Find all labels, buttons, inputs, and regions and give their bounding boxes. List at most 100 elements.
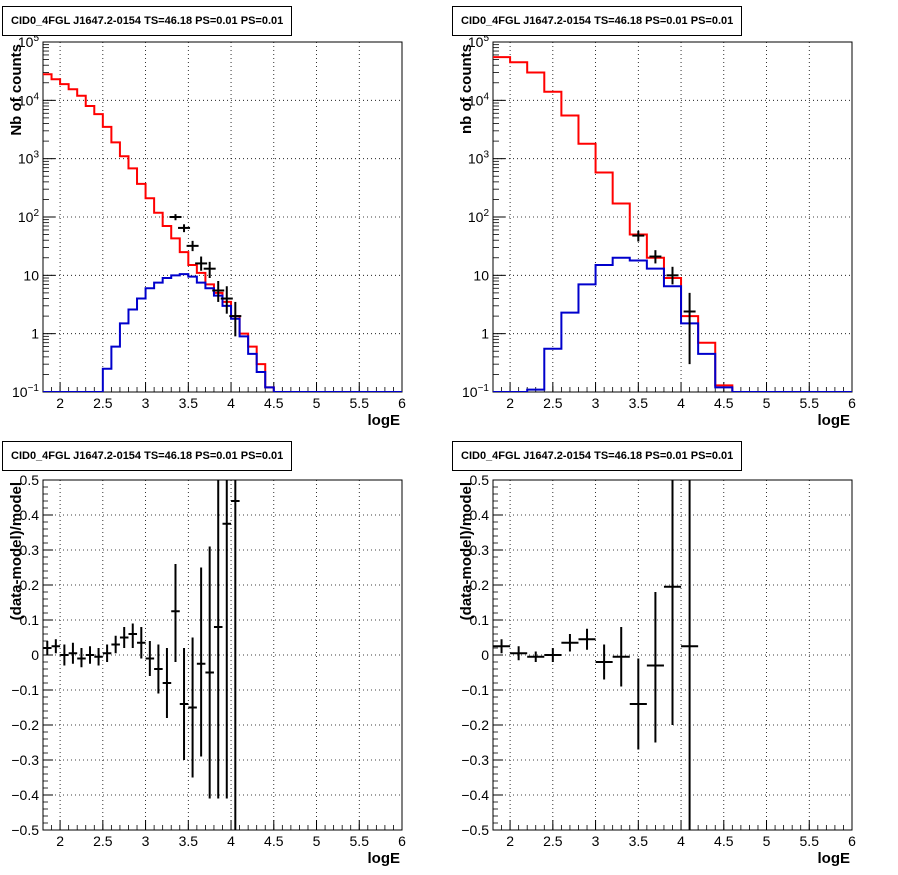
data-point bbox=[111, 635, 120, 654]
x-tick-label: 4.5 bbox=[714, 833, 734, 849]
data-point bbox=[162, 648, 172, 718]
y-tick-label: 10−1 bbox=[12, 383, 39, 400]
series-step-line-1 bbox=[493, 256, 852, 392]
y-tick-label: −0.3 bbox=[11, 752, 39, 768]
y-tick-label: 0.3 bbox=[20, 542, 40, 558]
data-point bbox=[510, 646, 528, 661]
y-tick-label: 10 bbox=[23, 267, 39, 283]
plot-panel-1: 2 2.5 3 3.5 4 4.5 5 5.5 6 10−1 1 10 102 103 104 105 logE… bbox=[8, 33, 406, 429]
x-tick-label: 3.5 bbox=[179, 833, 199, 849]
data-point bbox=[77, 648, 86, 668]
data-point bbox=[649, 250, 662, 264]
x-tick-label: 3 bbox=[142, 395, 150, 411]
y-tick-label: −0.2 bbox=[461, 717, 489, 733]
x-axis-label: logE bbox=[368, 850, 401, 867]
x-tick-label: 4 bbox=[677, 833, 685, 849]
y-tick-label: 103 bbox=[18, 150, 40, 167]
y-axis-label: (data-model)/model bbox=[8, 482, 25, 620]
x-tick-label: 2 bbox=[56, 395, 64, 411]
y-axis-label: Nb of counts bbox=[8, 44, 25, 136]
data-point bbox=[68, 642, 78, 664]
panel-title-bottom-left: CID0_4FGL J1647.2-0154 TS=46.18 PS=0.01 … bbox=[2, 441, 293, 471]
data-point bbox=[229, 301, 242, 337]
y-tick-label: 102 bbox=[468, 208, 490, 225]
x-tick-label: 5 bbox=[313, 395, 321, 411]
x-tick-label: 2.5 bbox=[93, 395, 113, 411]
x-tick-label: 5 bbox=[313, 833, 321, 849]
panel-title-bottom-right: CID0_4FGL J1647.2-0154 TS=46.18 PS=0.01 … bbox=[452, 441, 743, 471]
data-point bbox=[60, 644, 69, 666]
panel-title-top-left: CID0_4FGL J1647.2-0154 TS=46.18 PS=0.01 … bbox=[2, 6, 293, 36]
data-point bbox=[43, 641, 52, 655]
y-tick-label: −0.3 bbox=[461, 752, 489, 768]
y-tick-label: 0.2 bbox=[470, 577, 490, 593]
x-tick-label: 4.5 bbox=[264, 833, 284, 849]
x-tick-label: 2.5 bbox=[543, 833, 563, 849]
data-point bbox=[213, 480, 223, 799]
data-point bbox=[663, 480, 682, 725]
plot-panel-4: 2 2.5 3 3.5 4 4.5 5 5.5 6 −0.5 −0.4 −0.3 −0.2 −0.1 0 0.… bbox=[458, 472, 856, 867]
data-point bbox=[222, 480, 232, 799]
x-tick-label: 2 bbox=[56, 833, 64, 849]
x-tick-label: 4 bbox=[677, 395, 685, 411]
y-tick-label: −0.5 bbox=[11, 822, 39, 838]
y-tick-label: 0.1 bbox=[20, 612, 40, 628]
data-point bbox=[203, 261, 216, 279]
y-tick-label: −0.1 bbox=[11, 682, 39, 698]
x-tick-label: 5 bbox=[763, 833, 771, 849]
x-tick-label: 5 bbox=[763, 395, 771, 411]
x-axis-label: logE bbox=[818, 850, 851, 867]
data-point bbox=[154, 644, 163, 694]
y-tick-label: 0.4 bbox=[470, 507, 490, 523]
data-point bbox=[595, 644, 613, 680]
data-point bbox=[196, 567, 206, 757]
data-point bbox=[212, 280, 225, 302]
series-step-line-1 bbox=[43, 273, 402, 392]
x-tick-label: 4.5 bbox=[264, 395, 284, 411]
x-tick-label: 4.5 bbox=[714, 395, 734, 411]
x-tick-label: 3 bbox=[592, 395, 600, 411]
data-point bbox=[493, 639, 511, 654]
x-tick-label: 3 bbox=[592, 833, 600, 849]
y-tick-label: 1 bbox=[481, 326, 489, 342]
data-point bbox=[632, 230, 645, 242]
data-point bbox=[544, 648, 562, 662]
data-point bbox=[683, 292, 696, 365]
data-point bbox=[119, 627, 129, 648]
y-tick-label: 0 bbox=[481, 647, 489, 663]
y-axis-label: (data-model)/model bbox=[458, 482, 475, 620]
x-tick-label: 6 bbox=[848, 395, 856, 411]
data-point bbox=[527, 651, 545, 662]
data-point bbox=[220, 286, 233, 314]
x-tick-label: 2 bbox=[506, 833, 514, 849]
plot-panel-2: 2 2.5 3 3.5 4 4.5 5 5.5 6 10−1 1 10 102 103 104 105 logE… bbox=[458, 33, 856, 429]
data-point bbox=[94, 648, 103, 666]
x-tick-label: 5.5 bbox=[350, 833, 370, 849]
plot-frame bbox=[42, 41, 403, 393]
x-tick-label: 4 bbox=[227, 395, 235, 411]
data-point bbox=[561, 634, 579, 652]
plot-frame bbox=[492, 41, 853, 393]
data-point bbox=[169, 214, 182, 221]
y-tick-label: 105 bbox=[468, 33, 490, 50]
x-tick-label: 3 bbox=[142, 833, 150, 849]
x-tick-label: 6 bbox=[398, 833, 406, 849]
x-tick-label: 5.5 bbox=[800, 833, 820, 849]
y-tick-label: 0.5 bbox=[470, 472, 490, 488]
y-tick-label: 0.5 bbox=[20, 472, 40, 488]
x-tick-label: 2.5 bbox=[93, 833, 113, 849]
x-tick-label: 3.5 bbox=[629, 395, 649, 411]
y-tick-label: 1 bbox=[31, 326, 39, 342]
y-tick-label: 0 bbox=[31, 647, 39, 663]
data-point bbox=[681, 480, 699, 830]
y-tick-label: 0.4 bbox=[20, 507, 40, 523]
panel-title-top-right: CID0_4FGL J1647.2-0154 TS=46.18 PS=0.01 … bbox=[452, 6, 743, 36]
y-tick-label: 104 bbox=[468, 91, 490, 108]
data-layer bbox=[43, 480, 240, 830]
x-tick-label: 6 bbox=[848, 833, 856, 849]
data-point bbox=[612, 627, 630, 687]
y-tick-label: −0.2 bbox=[11, 717, 39, 733]
data-point bbox=[666, 266, 679, 285]
data-point bbox=[178, 224, 191, 233]
data-point bbox=[188, 637, 197, 778]
